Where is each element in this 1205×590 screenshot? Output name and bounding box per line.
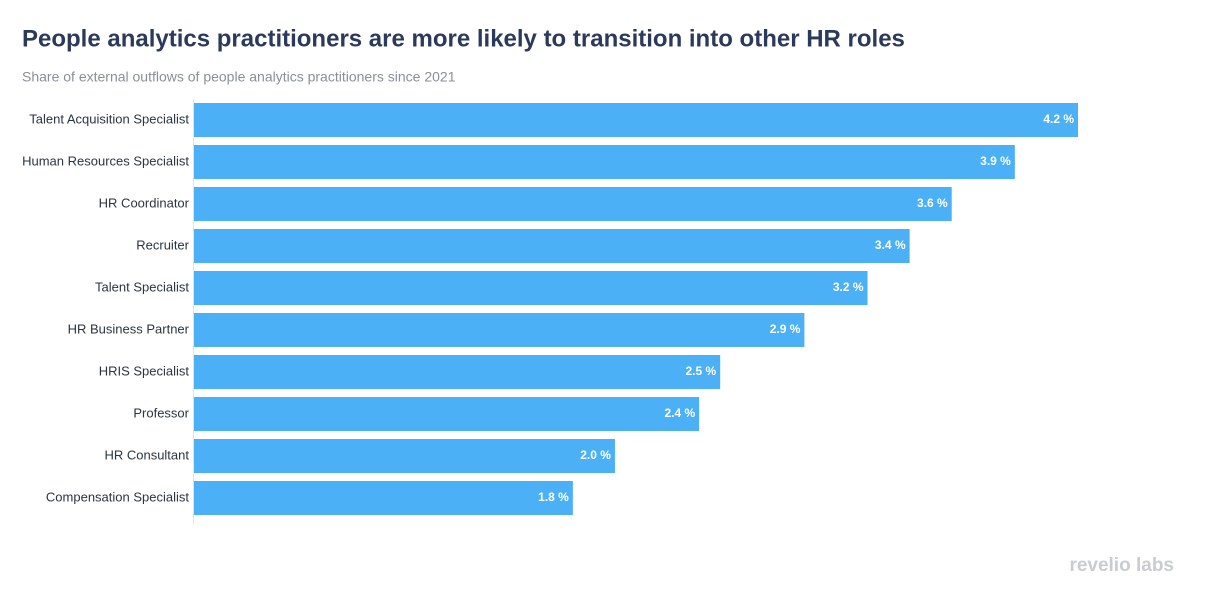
bar <box>194 397 700 431</box>
y-tick-label: HRIS Specialist <box>99 363 190 378</box>
bar <box>194 313 805 347</box>
value-label: 3.6 % <box>917 196 948 210</box>
value-label: 3.4 % <box>875 238 906 252</box>
value-label: 2.9 % <box>770 322 801 336</box>
value-label: 3.9 % <box>980 154 1011 168</box>
value-label: 2.4 % <box>664 406 695 420</box>
value-label: 1.8 % <box>538 490 569 504</box>
y-tick-label: HR Consultant <box>104 447 189 462</box>
y-tick-label: HR Coordinator <box>99 195 190 210</box>
value-label: 2.5 % <box>686 364 717 378</box>
value-label: 4.2 % <box>1043 112 1074 126</box>
y-tick-label: Recruiter <box>136 237 189 252</box>
chart-title: People analytics practitioners are more … <box>22 25 905 52</box>
watermark: revelio labs <box>1069 555 1174 576</box>
y-tick-label: Human Resources Specialist <box>22 153 189 168</box>
bar <box>194 271 868 305</box>
bar <box>194 103 1078 137</box>
y-tick-label: Talent Specialist <box>95 279 189 294</box>
y-tick-label: HR Business Partner <box>68 321 190 336</box>
bar <box>194 355 721 389</box>
y-tick-label: Talent Acquisition Specialist <box>29 111 189 126</box>
bar <box>194 145 1015 179</box>
y-tick-label: Professor <box>133 405 189 420</box>
y-tick-label: Compensation Specialist <box>46 489 189 504</box>
value-label: 3.2 % <box>833 280 864 294</box>
bar <box>194 481 573 515</box>
chart-subtitle: Share of external outflows of people ana… <box>22 69 456 85</box>
bar <box>194 229 910 263</box>
bar <box>194 187 952 221</box>
value-label: 2.0 % <box>580 448 611 462</box>
bar <box>194 439 615 473</box>
